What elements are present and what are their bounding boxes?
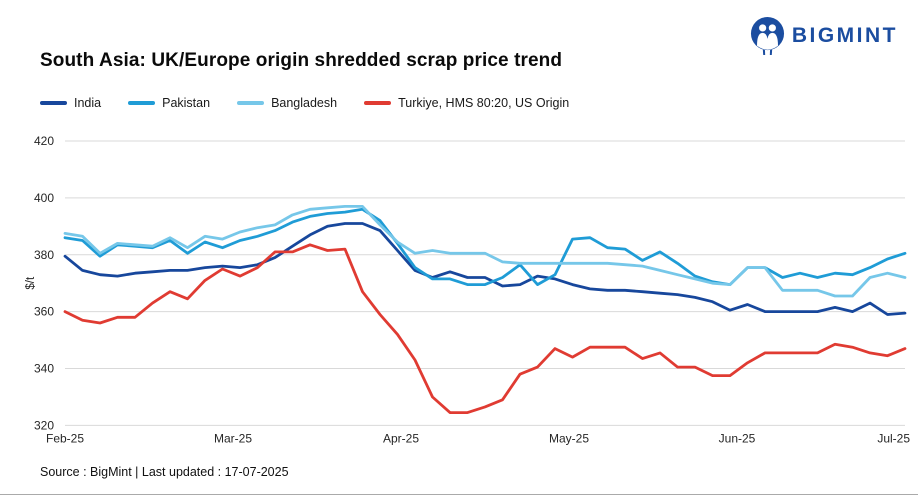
- chart-legend: India Pakistan Bangladesh Turkiye, HMS 8…: [40, 96, 596, 110]
- svg-text:Jun-25: Jun-25: [719, 431, 756, 445]
- source-note: Source : BigMint | Last updated : 17-07-…: [40, 465, 289, 479]
- svg-text:400: 400: [34, 191, 54, 205]
- svg-text:360: 360: [34, 305, 54, 319]
- legend-item-turkiye: Turkiye, HMS 80:20, US Origin: [364, 96, 569, 110]
- india-line-swatch: [40, 101, 67, 105]
- legend-label-pakistan: Pakistan: [162, 96, 211, 110]
- legend-item-bangladesh: Bangladesh: [237, 96, 337, 110]
- pakistan-line-swatch: [128, 101, 156, 105]
- svg-text:380: 380: [34, 248, 54, 262]
- svg-text:Mar-25: Mar-25: [214, 431, 252, 445]
- bigmint-logo-text: BIGMINT: [791, 24, 898, 47]
- svg-text:Feb-25: Feb-25: [46, 431, 84, 445]
- svg-text:Apr-25: Apr-25: [383, 431, 419, 445]
- legend-label-bangladesh: Bangladesh: [271, 96, 338, 110]
- svg-text:420: 420: [34, 134, 54, 148]
- legend-label-turkiye: Turkiye, HMS 80:20, US Origin: [398, 96, 570, 110]
- svg-text:340: 340: [34, 362, 54, 376]
- turkiye-line-swatch: [364, 101, 392, 105]
- svg-text:320: 320: [34, 418, 54, 432]
- bigmint-logo-icon: [750, 16, 785, 56]
- bottom-divider: [0, 494, 918, 495]
- legend-item-india: India: [40, 96, 101, 110]
- bigmint-logo: BIGMINT: [750, 16, 898, 56]
- legend-label-india: India: [74, 96, 102, 110]
- legend-item-pakistan: Pakistan: [128, 96, 210, 110]
- bangladesh-line-swatch: [237, 101, 265, 105]
- svg-text:May-25: May-25: [549, 431, 589, 445]
- svg-text:$/t: $/t: [25, 276, 37, 290]
- chart-title: South Asia: UK/Europe origin shredded sc…: [40, 50, 563, 71]
- svg-text:Jul-25: Jul-25: [877, 431, 910, 445]
